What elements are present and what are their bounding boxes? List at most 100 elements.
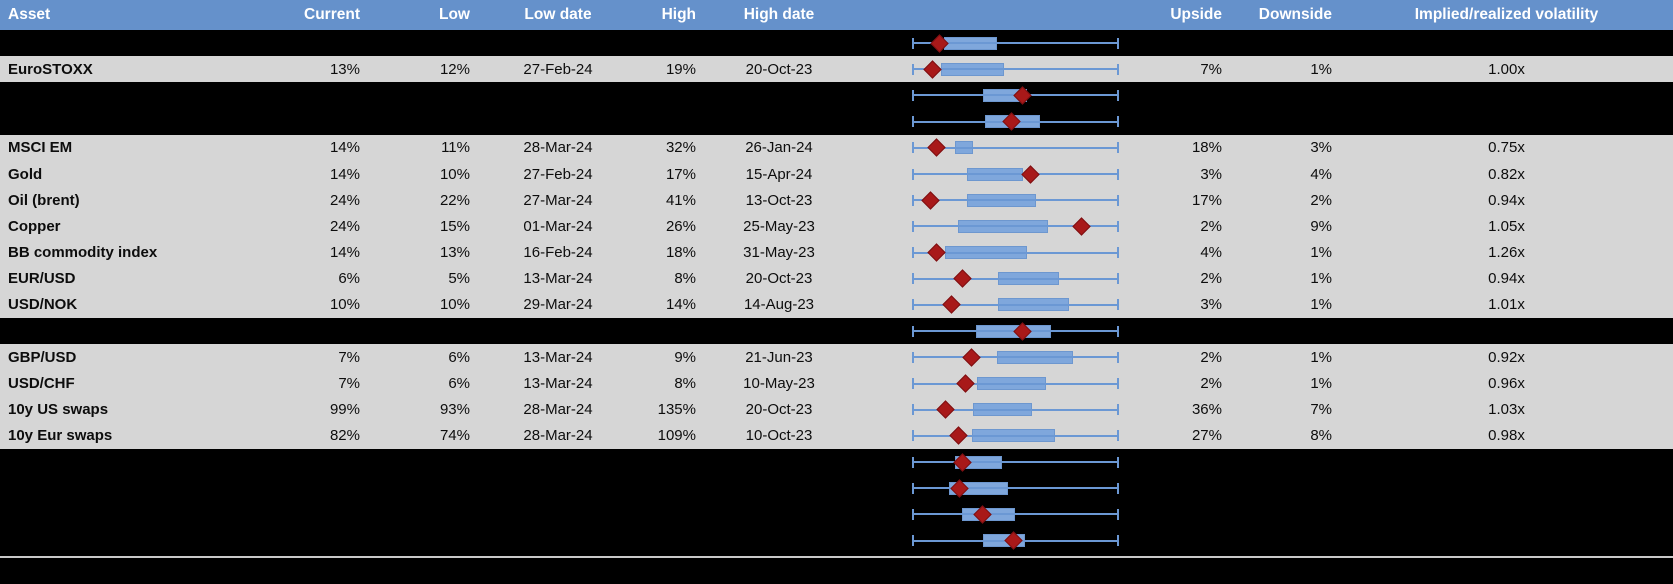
low-volatility bbox=[368, 30, 478, 56]
implied-realized-ratio: 1.03x bbox=[1488, 401, 1525, 419]
downside-value: 1% bbox=[1310, 375, 1332, 393]
implied-realized-ratio: 0.92x bbox=[1488, 348, 1525, 366]
upside-value bbox=[1125, 475, 1230, 501]
upside-value bbox=[1125, 528, 1230, 554]
high-volatility bbox=[638, 528, 704, 554]
low-volatility: 6% bbox=[448, 348, 470, 366]
downside-value: 1% bbox=[1310, 270, 1332, 288]
high-date bbox=[704, 109, 854, 135]
current-volatility bbox=[290, 449, 368, 475]
volatility-range-boxplot bbox=[854, 344, 1125, 370]
boxplot-cap-right bbox=[1116, 456, 1119, 468]
boxplot-cap-left bbox=[912, 220, 915, 232]
downside-value bbox=[1230, 501, 1340, 527]
current-level-diamond-marker bbox=[1021, 164, 1041, 184]
col-header-range-chart bbox=[854, 0, 1125, 30]
boxplot-whisker-line bbox=[913, 513, 1118, 516]
asset-name bbox=[0, 109, 290, 135]
upside-value: 7% bbox=[1200, 60, 1222, 78]
boxplot-cap-right bbox=[1116, 325, 1119, 337]
low-date bbox=[478, 475, 638, 501]
table-row bbox=[0, 318, 1673, 345]
current-level-diamond-marker bbox=[936, 400, 956, 419]
col-header-low: Low bbox=[439, 6, 470, 23]
current-level-diamond-marker bbox=[927, 243, 947, 262]
asset-name: Copper bbox=[8, 217, 61, 235]
low-volatility: 93% bbox=[439, 401, 470, 419]
table-row bbox=[0, 82, 1673, 109]
boxplot-cap-right bbox=[1116, 351, 1119, 363]
implied-realized-ratio bbox=[1340, 30, 1673, 56]
boxplot-cap-right bbox=[1116, 37, 1119, 49]
table-row: MSCI EM 14% 11% 28-Mar-24 32% 26-Jan-24 … bbox=[0, 134, 1673, 161]
implied-realized-ratio bbox=[1340, 501, 1673, 527]
implied-realized-ratio: 0.82x bbox=[1488, 165, 1525, 183]
current-volatility bbox=[290, 528, 368, 554]
low-volatility bbox=[368, 475, 478, 501]
col-header-asset: Asset bbox=[8, 6, 51, 23]
upside-value: 2% bbox=[1200, 375, 1222, 393]
upside-value bbox=[1125, 449, 1230, 475]
boxplot-cap-left bbox=[912, 351, 915, 363]
implied-realized-ratio bbox=[1340, 449, 1673, 475]
boxplot-cap-left bbox=[912, 142, 915, 154]
volatility-range-boxplot bbox=[854, 30, 1125, 56]
boxplot-whisker-line bbox=[913, 356, 1118, 359]
volatility-range-boxplot bbox=[854, 135, 1125, 161]
low-date bbox=[478, 82, 638, 108]
current-level-diamond-marker bbox=[948, 426, 968, 446]
implied-realized-ratio: 0.94x bbox=[1488, 191, 1525, 209]
high-date: 10-May-23 bbox=[743, 375, 815, 393]
upside-value: 27% bbox=[1191, 427, 1222, 445]
implied-realized-ratio: 1.05x bbox=[1488, 217, 1525, 235]
asset-name bbox=[0, 475, 290, 501]
high-volatility bbox=[638, 318, 704, 344]
table-row: EuroSTOXX 13% 12% 27-Feb-24 19% 20-Oct-2… bbox=[0, 56, 1673, 83]
volatility-range-boxplot bbox=[854, 240, 1125, 266]
current-level-diamond-marker bbox=[952, 269, 972, 288]
downside-value: 9% bbox=[1310, 217, 1332, 235]
high-volatility bbox=[638, 501, 704, 527]
col-header-current: Current bbox=[304, 6, 360, 23]
upside-value: 2% bbox=[1200, 270, 1222, 288]
current-volatility: 24% bbox=[329, 191, 360, 209]
low-date: 16-Feb-24 bbox=[523, 244, 593, 262]
volatility-range-boxplot bbox=[854, 161, 1125, 187]
downside-value bbox=[1230, 318, 1340, 344]
volatility-range-boxplot bbox=[854, 266, 1125, 292]
boxplot-cap-left bbox=[912, 63, 915, 75]
downside-value: 2% bbox=[1310, 191, 1332, 209]
low-volatility: 22% bbox=[439, 191, 470, 209]
volatility-range-boxplot bbox=[854, 318, 1125, 344]
upside-value bbox=[1125, 318, 1230, 344]
boxplot-cap-left bbox=[912, 194, 915, 206]
table-row: Oil (brent) 24% 22% 27-Mar-24 41% 13-Oct… bbox=[0, 187, 1673, 214]
volatility-range-boxplot bbox=[854, 56, 1125, 82]
high-volatility: 17% bbox=[665, 165, 696, 183]
boxplot-cap-left bbox=[912, 89, 915, 101]
table-row: USD/NOK 10% 10% 29-Mar-24 14% 14-Aug-23 … bbox=[0, 291, 1673, 319]
current-volatility: 82% bbox=[329, 427, 360, 445]
current-volatility bbox=[290, 82, 368, 108]
downside-value bbox=[1230, 109, 1340, 135]
table-row bbox=[0, 108, 1673, 135]
high-volatility: 135% bbox=[657, 401, 696, 419]
high-volatility bbox=[638, 30, 704, 56]
boxplot-whisker-line bbox=[913, 408, 1118, 411]
table-header-row: Asset Current Low Low date High High dat… bbox=[0, 0, 1673, 30]
downside-value bbox=[1230, 475, 1340, 501]
low-volatility bbox=[368, 501, 478, 527]
boxplot-cap-right bbox=[1116, 89, 1119, 101]
current-volatility: 99% bbox=[329, 401, 360, 419]
asset-name bbox=[0, 82, 290, 108]
current-volatility: 6% bbox=[338, 270, 360, 288]
low-date: 28-Mar-24 bbox=[523, 427, 593, 445]
table-row bbox=[0, 501, 1673, 528]
table-row: Copper 24% 15% 01-Mar-24 26% 25-May-23 2… bbox=[0, 213, 1673, 240]
footer-divider bbox=[0, 555, 1673, 558]
upside-value: 36% bbox=[1191, 401, 1222, 419]
high-date bbox=[704, 318, 854, 344]
high-date bbox=[704, 30, 854, 56]
downside-value: 1% bbox=[1310, 244, 1332, 262]
downside-value bbox=[1230, 449, 1340, 475]
